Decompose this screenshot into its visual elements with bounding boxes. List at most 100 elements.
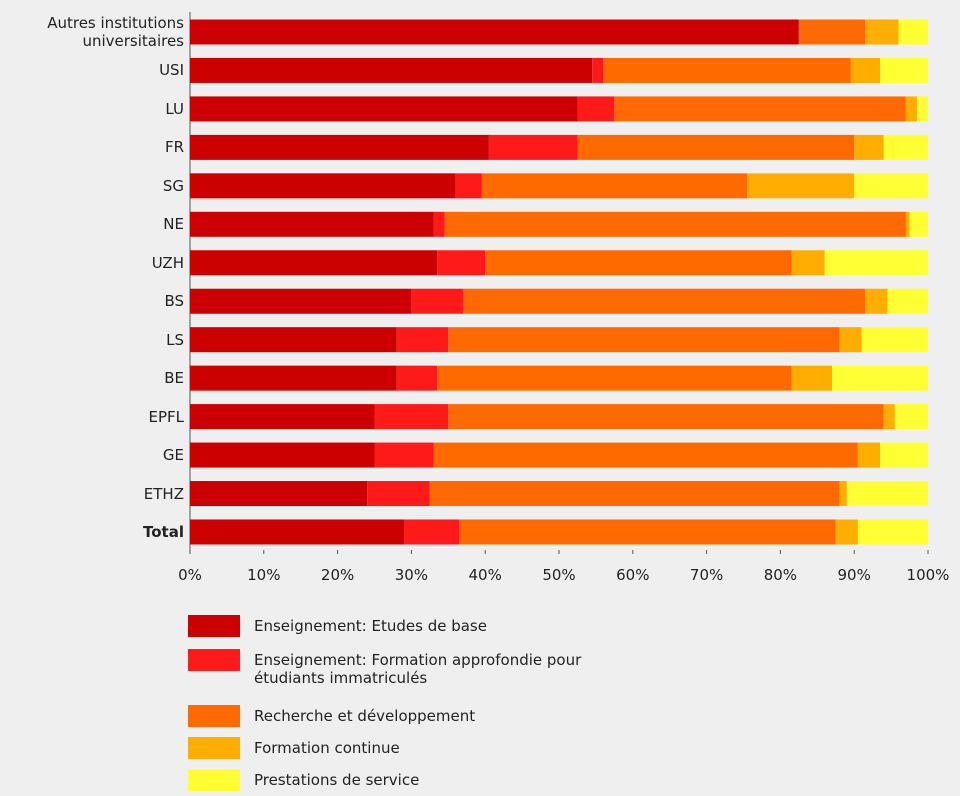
bar-segment: [444, 211, 906, 237]
bar-segment: [824, 250, 928, 276]
x-tick-label: 90%: [837, 566, 871, 584]
legend-label: Enseignement: Formation approfondie pour…: [254, 651, 582, 687]
bar-segment: [894, 404, 928, 430]
bar-segment: [592, 57, 604, 83]
bar-segment: [459, 519, 836, 545]
bar-segment: [429, 481, 840, 507]
bar-segment: [396, 327, 449, 353]
bar-segment: [839, 327, 862, 353]
bar-segment: [437, 250, 486, 276]
bar-segment: [488, 134, 578, 160]
legend-label: Formation continue: [254, 739, 400, 757]
bar-segment: [463, 288, 866, 314]
bar-segment: [846, 481, 928, 507]
bar-segment: [448, 327, 840, 353]
bar-segment: [455, 173, 482, 199]
bar-segment: [865, 19, 899, 45]
bar-segment: [190, 96, 578, 122]
bar-segment: [374, 404, 449, 430]
y-tick-label: SG: [162, 176, 184, 195]
legend-swatch: [188, 737, 240, 759]
legend-label: Enseignement: Etudes de base: [254, 617, 487, 635]
bar-segment: [190, 519, 405, 545]
legend-swatch: [188, 615, 240, 637]
bar-segment: [190, 442, 375, 468]
bar-segment: [190, 173, 456, 199]
bar-segment: [437, 365, 792, 391]
bar-segment: [433, 442, 858, 468]
x-tick-label: 20%: [320, 566, 355, 584]
bar-segment: [898, 19, 928, 45]
bar-segment: [747, 173, 855, 199]
x-tick-label: 100%: [906, 566, 950, 584]
bar-segment: [861, 327, 928, 353]
bar-segment: [614, 96, 906, 122]
bar-segment: [190, 211, 434, 237]
bar-segment: [887, 288, 928, 314]
legend-swatch: [188, 649, 240, 671]
bar-segment: [190, 327, 397, 353]
y-tick-label: LS: [166, 330, 184, 349]
bar-segment: [909, 211, 928, 237]
y-tick-label: BS: [164, 292, 184, 311]
y-tick-label: NE: [163, 215, 184, 234]
bar-segment: [850, 57, 881, 83]
bar-segment: [190, 19, 799, 45]
bar-segment: [577, 96, 615, 122]
x-tick-label: 40%: [468, 566, 502, 584]
bar-segment: [190, 288, 412, 314]
bar-segment: [832, 365, 928, 391]
bar-segment: [374, 442, 434, 468]
bar-segment: [791, 365, 833, 391]
bar-segment: [411, 288, 464, 314]
bar-segment: [190, 57, 593, 83]
bar-segment: [367, 481, 430, 507]
x-tick-label: 80%: [763, 566, 798, 584]
x-tick-label: 60%: [616, 566, 650, 584]
bar-segment: [835, 519, 858, 545]
bar-segment: [916, 96, 928, 122]
bar-segment: [883, 404, 895, 430]
x-tick-label: 10%: [247, 566, 281, 584]
bar-segment: [577, 134, 855, 160]
bar-segment: [190, 134, 489, 160]
y-tick-label: USI: [159, 61, 184, 80]
legend-label: Prestations de service: [254, 771, 420, 789]
bar-segment: [190, 404, 375, 430]
legend-label: Recherche et développement: [254, 707, 476, 725]
x-tick-label: 30%: [394, 566, 429, 584]
x-tick-label: 70%: [689, 566, 724, 584]
y-tick-label: GE: [162, 446, 184, 465]
bar-segment: [485, 250, 792, 276]
y-tick-label: UZH: [151, 253, 184, 272]
bar-segment: [190, 481, 368, 507]
legend-swatch: [188, 769, 240, 791]
bar-segment: [433, 211, 445, 237]
x-tick-label: 50%: [542, 566, 576, 584]
x-tick-label: 0%: [178, 566, 202, 584]
y-tick-label: BE: [164, 369, 184, 388]
bar-segment: [880, 442, 928, 468]
bar-segment: [448, 404, 884, 430]
y-tick-label: EPFL: [148, 407, 184, 426]
y-tick-label: FR: [164, 138, 184, 157]
bar-segment: [880, 57, 928, 83]
bar-segment: [396, 365, 438, 391]
bar-segment: [603, 57, 851, 83]
bar-segment: [791, 250, 825, 276]
bar-segment: [854, 134, 884, 160]
bar-segment: [839, 481, 847, 507]
bar-segment: [865, 288, 888, 314]
bar-segment: [404, 519, 460, 545]
bar-segment: [190, 365, 397, 391]
bar-segment: [857, 442, 881, 468]
bar-segment: [854, 173, 928, 199]
y-tick-label: Autres institutions universitaires: [47, 14, 184, 50]
legend-swatch: [188, 705, 240, 727]
y-tick-label: ETHZ: [143, 484, 184, 503]
y-tick-label: Total: [143, 522, 184, 541]
bar-segment: [857, 519, 928, 545]
bar-segment: [190, 250, 438, 276]
